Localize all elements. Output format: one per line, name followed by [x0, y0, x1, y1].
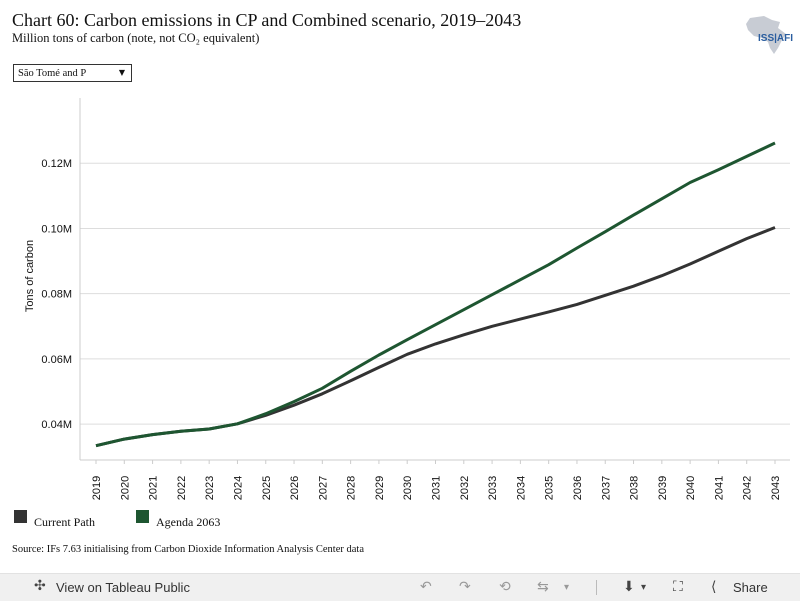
country-dropdown-value: São Tomé and P [18, 68, 87, 79]
x-tick-label: 2035 [544, 476, 556, 500]
x-tick-label: 2041 [713, 476, 725, 500]
x-tick-label: 2029 [374, 476, 386, 500]
x-tick-label: 2037 [600, 476, 612, 500]
share-icon[interactable]: ⟨ [711, 579, 717, 595]
toolbar-divider [596, 580, 597, 595]
chevron-down-icon[interactable]: ▾ [564, 582, 570, 593]
series-line-agenda-2063[interactable] [95, 141, 776, 448]
undo-icon[interactable]: ↶ [420, 579, 432, 595]
series-lines [95, 141, 776, 448]
source-note: Source: IFs 7.63 initialising from Carbo… [12, 544, 364, 555]
x-tick-label: 2021 [148, 476, 160, 500]
x-axis-ticks: 2019 2020 2021 2022 2023 2024 2025 2026 2027 2028… [91, 460, 782, 500]
revert-icon[interactable]: ⟲ [499, 579, 511, 595]
africa-logo-icon [746, 16, 786, 54]
y-tick-label: 0.06M [41, 354, 72, 366]
x-tick-label: 2023 [204, 476, 216, 500]
x-tick-label: 2020 [119, 476, 131, 500]
y-tick-label: 0.04M [41, 419, 72, 431]
x-tick-label: 2030 [402, 476, 414, 500]
iss-logo-text: ISS|AFI [758, 33, 794, 44]
fullscreen-icon[interactable]: ⛶ [673, 579, 683, 595]
redo-icon[interactable]: ↷ [459, 579, 471, 595]
x-tick-label: 2043 [770, 476, 782, 500]
x-tick-label: 2019 [91, 476, 103, 500]
x-tick-label: 2022 [176, 476, 188, 500]
x-tick-label: 2024 [232, 476, 244, 500]
x-tick-label: 2026 [289, 476, 301, 500]
x-tick-label: 2031 [431, 476, 443, 500]
x-tick-label: 2039 [657, 476, 669, 500]
x-tick-label: 2032 [459, 476, 471, 500]
x-tick-label: 2040 [685, 476, 697, 500]
gridlines [80, 162, 790, 425]
chevron-down-icon[interactable]: ▾ [641, 582, 647, 593]
x-tick-label: 2033 [487, 476, 499, 500]
chart-subtitle: Million tons of carbon (note, not CO₂ eq… [12, 31, 260, 45]
x-tick-label: 2027 [317, 476, 329, 500]
y-tick-label: 0.10M [41, 223, 72, 235]
x-tick-label: 2034 [515, 476, 527, 500]
y-axis-ticks: 0.04M 0.06M 0.08M 0.10M 0.12M [41, 158, 72, 431]
view-on-tableau-link[interactable]: View on Tableau Public [56, 580, 190, 595]
legend-label: Current Path [34, 515, 95, 529]
refresh-icon[interactable]: ⇆ [537, 579, 549, 595]
country-dropdown[interactable]: São Tomé and P ▼ [13, 64, 132, 82]
series-line-current-path[interactable] [95, 226, 776, 448]
share-button[interactable]: Share [733, 580, 768, 595]
x-tick-label: 2028 [346, 476, 358, 500]
x-tick-label: 2036 [572, 476, 584, 500]
tableau-icon[interactable]: ✣ [34, 578, 46, 594]
y-tick-label: 0.12M [41, 158, 72, 170]
y-axis-label: Tons of carbon [24, 240, 36, 312]
x-tick-label: 2025 [261, 476, 273, 500]
chart-title: Chart 60: Carbon emissions in CP and Com… [12, 10, 522, 30]
chevron-down-icon[interactable]: ▼ [118, 68, 125, 77]
y-tick-label: 0.08M [41, 289, 72, 301]
tableau-toolbar: ✣ View on Tableau Public ↶ ↷ ⟲ ⇆ ▾ ⬇ ▾ ⛶… [0, 573, 800, 601]
legend-swatch [14, 510, 27, 523]
legend-label: Agenda 2063 [156, 515, 221, 529]
x-tick-label: 2038 [629, 476, 641, 500]
legend-swatch [136, 510, 149, 523]
x-tick-label: 2042 [742, 476, 754, 500]
download-icon[interactable]: ⬇ [623, 579, 635, 595]
